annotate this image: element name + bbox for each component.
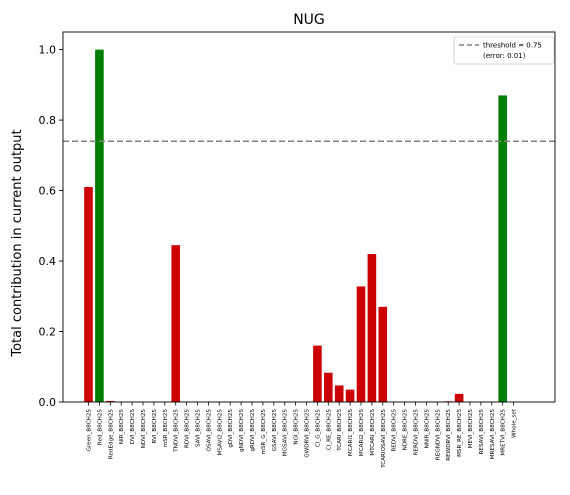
chart-title: NUG [293, 12, 325, 28]
x-tick-label: OSAVI_B8CH25 [206, 409, 212, 452]
x-tick-label: MRETVI_B8CH25 [501, 409, 507, 456]
y-axis-label: Total contribution in current output [10, 129, 25, 357]
x-tick-label: MCARI2_B8CH25 [359, 409, 365, 457]
bar [106, 400, 115, 402]
axes-frame [62, 31, 556, 403]
x-tick-label: gNDVI_B8CH25 [239, 409, 245, 452]
bar [95, 49, 104, 402]
x-tick-label: CI_RE_B8CH25 [326, 409, 332, 451]
x-tick-label: NIR_B8CH25 [119, 409, 125, 445]
y-tick-label: 0.6 [39, 185, 57, 198]
bar [367, 254, 377, 402]
x-tick-label: mSR_G_B8CH25 [261, 409, 267, 455]
x-tick-label: REWDRVI_B8CH25 [446, 409, 452, 461]
x-tick-label: RESAVI_B8CH25 [479, 409, 485, 455]
x-tick-label: GWDRVI_B8CH25 [305, 409, 311, 458]
x-tick-label: NDVI_B8CH25 [141, 409, 147, 449]
x-tick-label: SAVI_B8CH25 [196, 409, 202, 447]
bar [378, 306, 388, 402]
x-tick-label: MTCARI_B8CH25 [370, 409, 376, 456]
bar [334, 385, 344, 402]
x-tick-label: MCARI1_B8CH25 [348, 409, 354, 457]
x-tick-label: MEVI_B8CH25 [468, 409, 474, 449]
x-tick-label: TCARI_B8CH25 [337, 409, 343, 452]
x-tick-label: MGSAVI_B8CH25 [283, 409, 289, 457]
bar [345, 389, 355, 402]
y-tick-label: 0.2 [39, 326, 57, 339]
x-tick-label: Whole_set [512, 408, 518, 438]
legend-threshold-sublabel: (error: 0.01) [483, 52, 526, 60]
x-tick-label: gRDVI_B8CH25 [250, 409, 256, 452]
x-tick-label: Green_B8CH25 [87, 409, 93, 452]
y-tick-label: 0.4 [39, 255, 57, 268]
bar [498, 95, 507, 402]
x-tick-label: NNIR_B8CH25 [424, 409, 430, 449]
y-tick-label: 0.8 [39, 114, 57, 127]
x-tick-label: REGNDVI_B8CH25 [435, 409, 441, 460]
x-tick-label: CI_G_B8CH25 [315, 409, 321, 448]
bar [84, 187, 93, 402]
x-tick-label: RDVI_B8CH25 [185, 409, 191, 448]
bar [356, 286, 366, 402]
x-tick-label: Red_B8CH25 [97, 409, 103, 445]
y-tick-label: 1.0 [39, 44, 57, 57]
x-tick-label: RERDVI_B8CH25 [414, 409, 420, 456]
legend-threshold-label: threshold = 0.75 [483, 42, 542, 50]
bar [454, 393, 464, 402]
bar [324, 372, 333, 402]
x-tick-label: GSAVI_B8CH25 [272, 409, 278, 452]
bar [313, 345, 322, 402]
x-tick-label: TNDVI_B8CH25 [174, 409, 180, 453]
x-tick-label: NDRE_B8CH25 [403, 409, 409, 451]
y-tick-label: 0.0 [39, 396, 57, 409]
legend-box [453, 36, 555, 65]
x-tick-label: mSR_B8CH25 [163, 409, 169, 448]
x-tick-label: MSAVI2_B8CH25 [217, 409, 223, 456]
x-tick-label: REDVI_B8CH25 [392, 409, 398, 452]
x-tick-label: RVI_B8CH25 [152, 409, 158, 444]
plot-area: 0.0 0.2 0.4 0.6 0.8 1.0 Green_B8CH25 Red_B8CH25… [39, 31, 556, 469]
x-tick-label: MRESAVI_B8CH25 [490, 409, 496, 460]
bar [171, 245, 180, 402]
x-tick-label: RedEdge_B8CH25 [108, 409, 114, 460]
x-tick-label: NGI_B8CH25 [294, 409, 300, 445]
x-tick-label: MSR_RE_B8CH25 [457, 409, 463, 457]
x-tick-label: DVI_B8CH25 [130, 409, 136, 445]
legend: threshold = 0.75 (error: 0.01) [453, 36, 555, 65]
x-tick-label: TCARIOSAVI_B8CH25 [381, 409, 387, 469]
x-tick-label: gDVI_B8CH25 [228, 409, 234, 448]
